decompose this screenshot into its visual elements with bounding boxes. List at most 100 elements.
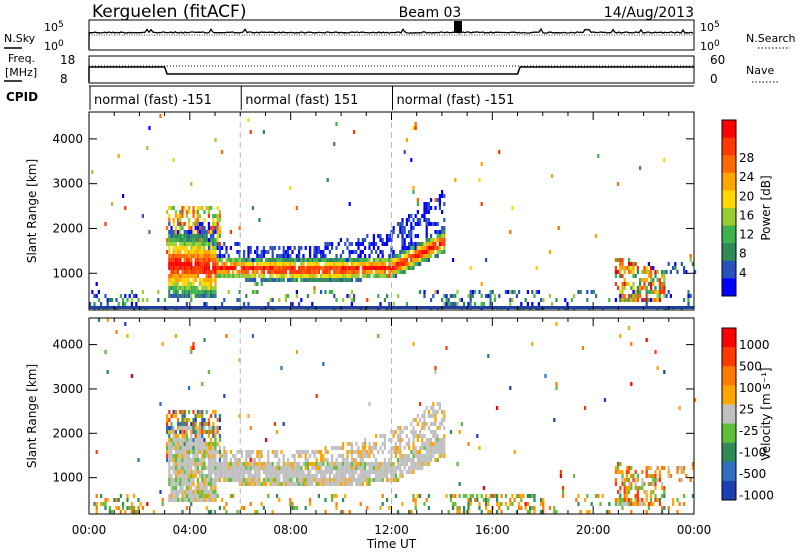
data-cell: [669, 270, 672, 274]
colorbar-label: Power [dB]: [759, 175, 773, 240]
data-cell: [269, 246, 272, 250]
data-cell: [181, 214, 184, 218]
data-cell: [190, 238, 193, 242]
data-cell: [249, 474, 252, 478]
data-cell: [337, 278, 340, 282]
data-cell: [548, 250, 551, 254]
data-cell: [372, 234, 375, 238]
data-cell: [634, 498, 637, 502]
data-cell: [284, 274, 287, 278]
data-cell: [205, 234, 208, 238]
data-cell: [291, 462, 294, 466]
data-cell: [405, 302, 408, 306]
data-cell: [414, 250, 417, 254]
data-cell: [410, 450, 413, 454]
data-cell: [185, 466, 188, 470]
data-cell: [282, 454, 285, 458]
data-cell: [416, 246, 419, 250]
data-cell: [342, 262, 345, 266]
data-cell: [337, 474, 340, 478]
data-cell: [172, 494, 175, 498]
data-cell: [443, 446, 446, 450]
data-cell: [185, 446, 188, 450]
data-cell: [225, 454, 228, 458]
data-cell: [617, 498, 620, 502]
data-cell: [106, 498, 109, 502]
data-cell: [212, 410, 215, 414]
data-cell: [636, 490, 639, 494]
data-cell: [366, 262, 369, 266]
data-cell: [498, 150, 501, 154]
data-cell: [333, 462, 336, 466]
data-cell: [249, 470, 252, 474]
data-cell: [199, 438, 202, 442]
data-cell: [320, 458, 323, 462]
data-cell: [194, 458, 197, 462]
data-cell: [322, 270, 325, 274]
data-cell: [221, 266, 224, 270]
data-cell: [166, 430, 169, 434]
data-cell: [641, 478, 644, 482]
data-cell: [287, 462, 290, 466]
data-cell: [181, 410, 184, 414]
data-cell: [190, 230, 193, 234]
data-cell: [366, 462, 369, 466]
data-cell: [331, 274, 334, 278]
data-cell: [361, 470, 364, 474]
data-cell: [223, 262, 226, 266]
data-cell: [183, 270, 186, 274]
data-cell: [425, 406, 428, 410]
data-cell: [542, 498, 545, 502]
data-cell: [304, 466, 307, 470]
data-cell: [174, 274, 177, 278]
data-cell: [317, 494, 320, 498]
data-cell: [225, 450, 228, 454]
data-cell: [97, 290, 100, 294]
data-cell: [348, 462, 351, 466]
data-cell: [170, 286, 173, 290]
data-cell: [196, 482, 199, 486]
data-cell: [203, 490, 206, 494]
data-cell: [256, 510, 259, 514]
data-cell: [177, 218, 180, 222]
data-cell: [430, 206, 433, 210]
data-cell: [168, 446, 171, 450]
data-cell: [399, 226, 402, 230]
data-cell: [181, 470, 184, 474]
colorbar-tick-label: 100: [739, 381, 762, 395]
data-cell: [463, 506, 466, 510]
data-cell: [298, 254, 301, 258]
data-cell: [212, 482, 215, 486]
data-cell: [452, 506, 455, 510]
data-cell: [388, 506, 391, 510]
data-cell: [388, 270, 391, 274]
data-cell: [265, 438, 268, 442]
data-cell: [174, 410, 177, 414]
data-cell: [262, 270, 265, 274]
data-cell: [177, 418, 180, 422]
data-cell: [203, 270, 206, 274]
data-cell: [658, 290, 661, 294]
data-cell: [207, 266, 210, 270]
data-cell: [342, 462, 345, 466]
data-cell: [434, 430, 437, 434]
data-cell: [412, 438, 415, 442]
data-cell: [190, 298, 193, 302]
data-cell: [302, 274, 305, 278]
data-cell: [694, 398, 697, 402]
data-cell: [454, 178, 457, 182]
data-cell: [104, 502, 107, 506]
data-cell: [249, 458, 252, 462]
data-cell: [634, 294, 637, 298]
data-cell: [322, 462, 325, 466]
data-cell: [634, 494, 637, 498]
data-cell: [641, 502, 644, 506]
data-cell: [192, 430, 195, 434]
data-cell: [214, 250, 217, 254]
data-cell: [357, 450, 360, 454]
data-cell: [223, 474, 226, 478]
colorbar-swatch: [722, 366, 736, 386]
data-cell: [634, 478, 637, 482]
data-cell: [331, 454, 334, 458]
data-cell: [621, 286, 624, 290]
